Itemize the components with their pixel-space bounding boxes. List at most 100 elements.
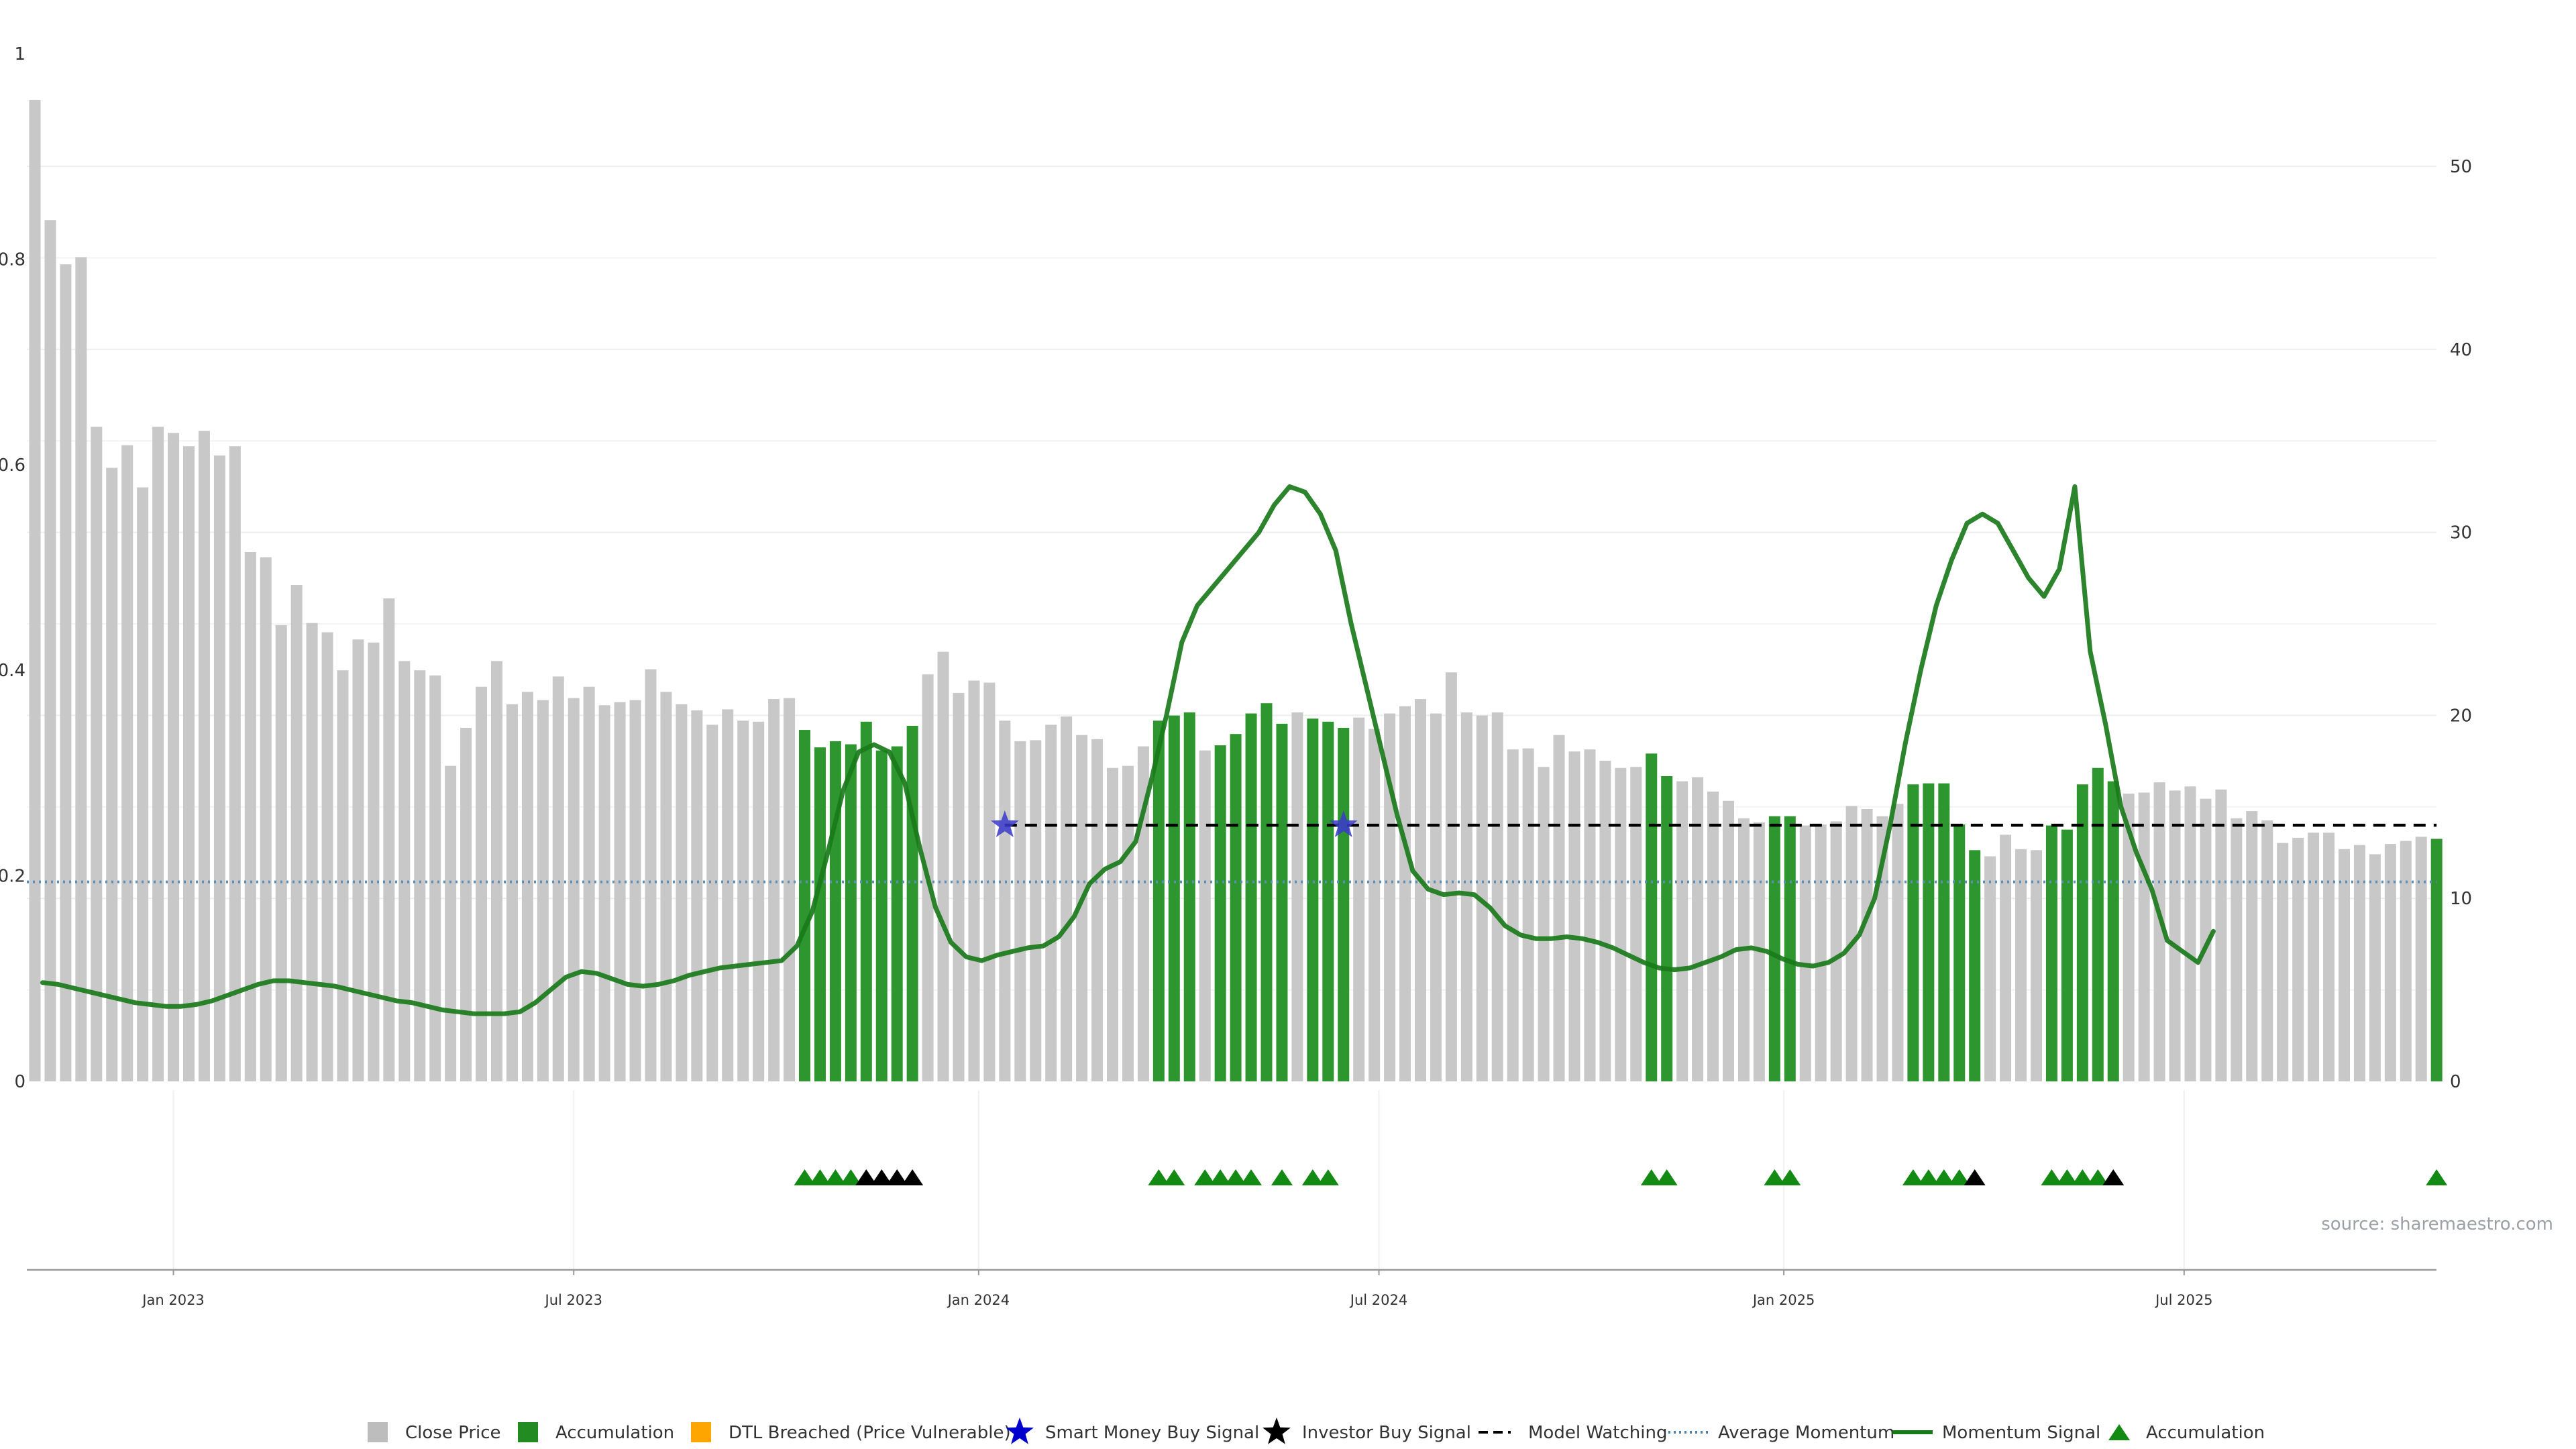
right-axis-ticks: 0 10 20 30 40 50 [2450,157,2472,1092]
close-price-bar [1599,761,1611,1081]
close-price-bar [275,625,287,1081]
close-price-bar [1538,767,1550,1081]
close-price-bar [2015,849,2027,1081]
momentum-signal-series [40,484,2216,1016]
accumulation-bar [1276,723,1288,1081]
close-price-bar [2384,844,2396,1081]
close-price-bar [1399,706,1411,1081]
accumulation-bar [1646,753,1658,1081]
close-price-bar [691,710,703,1081]
close-price-bar [2277,843,2289,1081]
smart-money-signal-markers [990,810,1358,837]
investor-triangle [2102,1169,2125,1185]
accumulation-bar [1245,713,1257,1081]
close-price-bar [337,670,349,1081]
accumulation-bar [2061,829,2073,1081]
accumulation-triangle [1301,1169,1324,1185]
x-tick-label: Jan 2024 [947,1292,1010,1308]
close-price-bar [2415,837,2427,1081]
close-price-bar [260,557,272,1081]
close-price-bar [2292,837,2304,1081]
legend-label: Investor Buy Signal [1302,1423,1471,1443]
close-price-bar [2138,792,2150,1081]
close-price-bar [244,552,256,1081]
close-price-bar [768,699,780,1081]
accumulation-triangle [794,1169,816,1185]
close-price-bar [183,446,195,1081]
close-price-bar [414,670,426,1081]
close-price-bar [229,446,241,1081]
legend-star-icon [1263,1417,1291,1444]
x-tick-label: Jan 2025 [1752,1292,1815,1308]
accumulation-triangle [809,1169,831,1185]
close-price-bar [1045,724,1057,1081]
legend-label: Momentum Signal [1942,1423,2100,1443]
close-price-bar [506,704,518,1081]
close-price-bar [737,720,749,1081]
legend: Close Price Accumulation DTL Breached (Pri… [368,1417,2265,1444]
legend-item: Model Watching [1479,1423,1667,1443]
accumulation-triangle [1640,1169,1662,1185]
legend-label: DTL Breached (Price Vulnerable) [729,1423,1011,1443]
close-price-bar [937,651,949,1081]
legend-label: Average Momentum [1718,1423,1894,1443]
accumulation-bar [1168,715,1180,1081]
close-price-bar [1107,767,1118,1081]
accumulation-triangle [2072,1169,2094,1185]
accumulation-bar [1969,850,1981,1081]
accumulation-bar [829,741,841,1081]
close-price-bar [290,585,303,1081]
right-tick-label: 10 [2450,889,2472,909]
close-price-bar [521,692,533,1081]
left-tick-label: 0.6 [0,455,25,476]
accumulation-bar [906,725,918,1081]
close-price-bar [1122,765,1134,1081]
accumulation-bar [814,747,826,1081]
accumulation-bar [1661,775,1673,1081]
close-price-bar [1415,699,1426,1081]
close-price-bar [1815,824,1827,1081]
accumulation-triangle [1225,1169,1247,1185]
close-price-bar [784,698,796,1081]
close-price-bar [2400,841,2412,1081]
accumulation-bar [860,721,872,1081]
grid-lines [27,166,2436,1270]
left-tick-label: 0 [14,1072,25,1092]
accumulation-bar [2045,825,2057,1081]
x-tick-label: Jul 2025 [2154,1292,2212,1308]
close-price-bar [1091,739,1104,1081]
left-tick-label: 0.2 [0,867,25,887]
accumulation-bar [845,744,857,1081]
accumulation-triangle [1933,1169,1955,1185]
investor-triangle [855,1169,877,1185]
close-price-bar [1892,804,1904,1081]
close-price-bar [2184,786,2196,1081]
close-price-bar [2231,818,2243,1081]
accumulation-bar [1260,703,1273,1081]
close-price-bar [1445,672,1457,1081]
close-price-bar [968,680,980,1081]
right-tick-label: 0 [2450,1072,2461,1092]
close-price-bar [722,709,734,1081]
legend-item: Close Price [368,1422,501,1443]
accumulation-triangle-markers [794,1169,2448,1185]
close-price-bar [1799,825,1811,1081]
close-price-bar [368,642,380,1081]
close-price-bar [152,427,164,1081]
accumulation-triangle [1163,1169,1185,1185]
smart-money-buy-signal-marker [990,810,1019,837]
close-price-bar [2215,789,2227,1081]
close-price-bar [306,623,318,1081]
accumulation-triangle [1210,1169,1232,1185]
x-tick-label: Jan 2023 [141,1292,205,1308]
close-price-bar [1707,791,1719,1081]
left-axis-ticks: 0 0.2 0.4 0.6 0.8 1 [0,44,25,1092]
accumulation-bar [1338,727,1350,1081]
close-price-bar [706,724,718,1081]
legend-star-icon [1006,1417,1034,1444]
close-price-bar [198,431,210,1081]
accumulation-bar [1322,721,1334,1081]
close-price-bar [1568,751,1580,1081]
investor-triangle [902,1169,924,1185]
close-price-bar [2246,811,2258,1081]
